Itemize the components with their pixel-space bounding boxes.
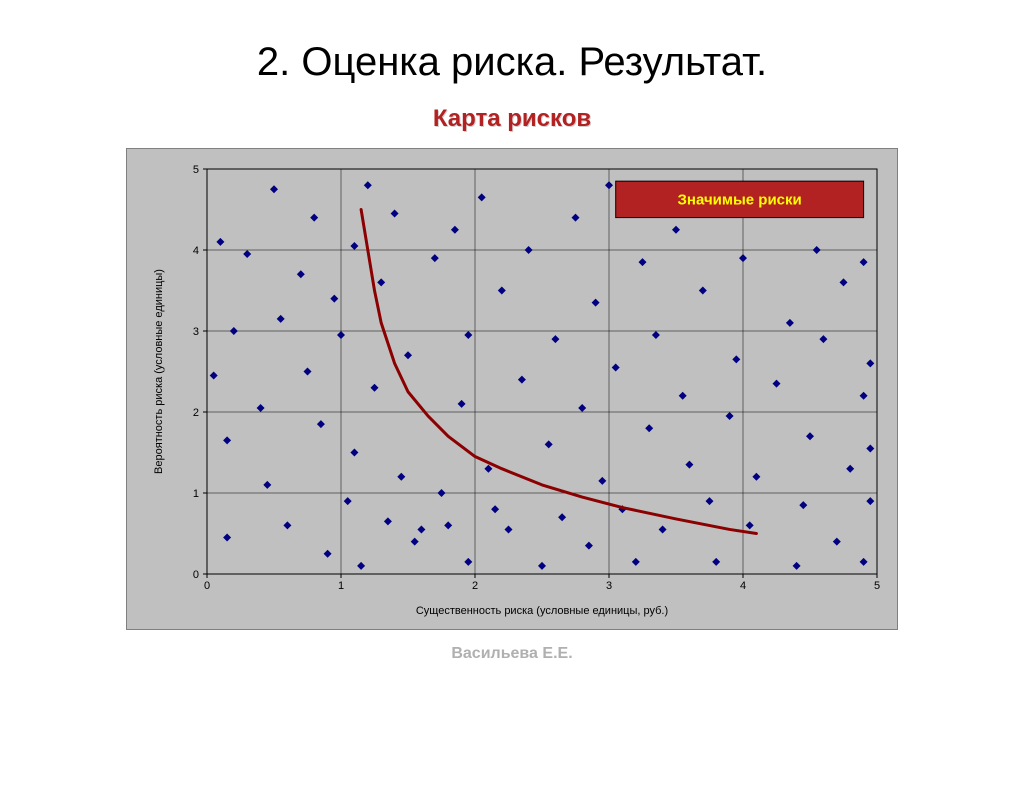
chart-title: Карта рисков [0, 105, 1024, 133]
svg-text:0: 0 [193, 569, 199, 581]
svg-text:Вероятность риска (условные ед: Вероятность риска (условные единицы) [153, 269, 165, 474]
svg-text:0: 0 [204, 580, 210, 592]
svg-text:1: 1 [193, 488, 199, 500]
svg-text:4: 4 [740, 580, 746, 592]
svg-text:Существенность риска (условные: Существенность риска (условные единицы, … [416, 605, 668, 617]
risk-chart: 0 1 2 3 4 5 0 1 2 3 4 5 Существенность риска (условн… [126, 148, 898, 630]
svg-text:4: 4 [193, 245, 199, 257]
svg-text:2: 2 [193, 407, 199, 419]
svg-text:Значимые риски: Значимые риски [678, 191, 802, 208]
svg-text:1: 1 [338, 580, 344, 592]
svg-text:3: 3 [606, 580, 612, 592]
svg-text:2: 2 [472, 580, 478, 592]
slide-title: 2. Оценка риска. Результат. [0, 40, 1024, 85]
footer-author: Васильева Е.Е. [0, 645, 1024, 663]
svg-text:5: 5 [193, 164, 199, 176]
svg-text:5: 5 [874, 580, 880, 592]
svg-text:3: 3 [193, 326, 199, 338]
